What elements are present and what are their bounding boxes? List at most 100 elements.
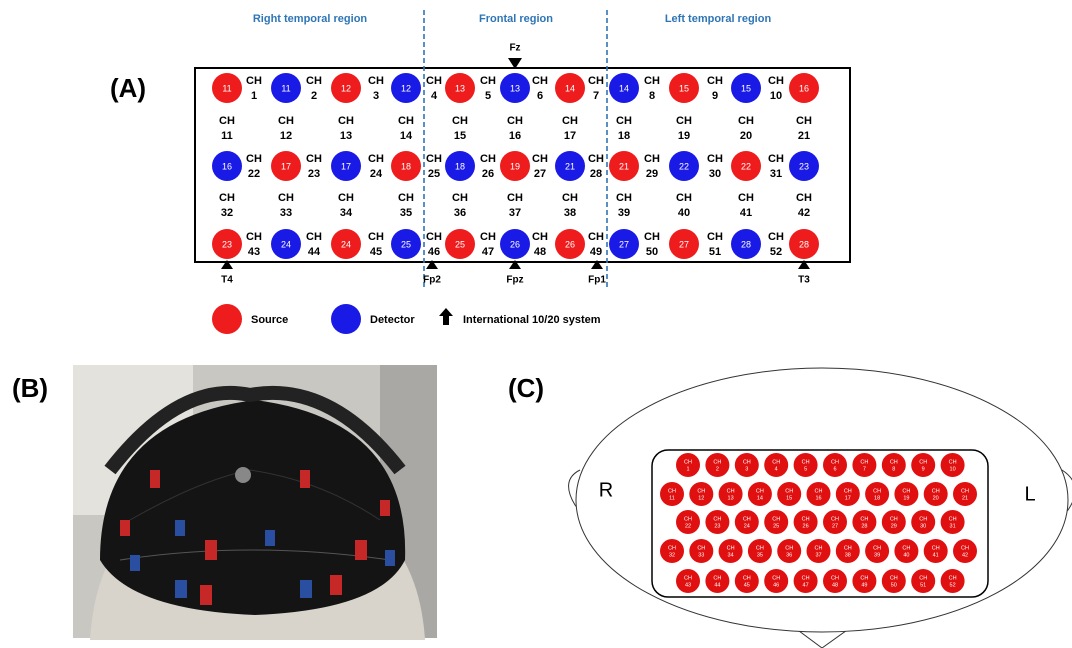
- channel-prefix: CH: [743, 516, 751, 522]
- legend-arrow: [439, 308, 453, 325]
- channel-number: 51: [920, 582, 926, 588]
- side-label: R: [599, 479, 613, 501]
- channel-number: 15: [454, 130, 466, 142]
- optode-number: 26: [565, 239, 575, 249]
- channel-prefix: CH: [246, 231, 262, 243]
- channel-number: 48: [832, 582, 838, 588]
- channel-number: 28: [861, 523, 867, 529]
- optode-number: 14: [619, 83, 629, 93]
- channel-prefix: CH: [562, 192, 578, 204]
- channel-number: 11: [221, 130, 233, 142]
- channel-prefix: CH: [860, 516, 868, 522]
- channel-prefix: CH: [480, 75, 496, 87]
- channel-prefix: CH: [668, 545, 676, 551]
- channel-number: 41: [740, 207, 752, 219]
- channel-prefix: CH: [890, 516, 898, 522]
- channel-prefix: CH: [644, 231, 660, 243]
- channel-prefix: CH: [831, 459, 839, 465]
- channel-number: 29: [646, 168, 658, 180]
- figure: (A) (B) (C) R L Right temporal re: [0, 0, 1072, 648]
- channel-number: 43: [685, 582, 691, 588]
- channel-number: 18: [874, 495, 880, 501]
- channel-number: 8: [649, 90, 655, 102]
- channel-number: 12: [280, 130, 292, 142]
- channel-prefix: CH: [644, 153, 660, 165]
- channel-prefix: CH: [426, 153, 442, 165]
- channel-number: 1: [686, 466, 689, 472]
- legend-label: International 10/20 system: [463, 314, 601, 326]
- channel-number: 38: [845, 552, 851, 558]
- channel-number: 29: [891, 523, 897, 529]
- channel-prefix: CH: [707, 153, 723, 165]
- channel-prefix: CH: [684, 516, 692, 522]
- channel-prefix: CH: [219, 192, 235, 204]
- channel-prefix: CH: [738, 115, 754, 127]
- channel-number: 3: [745, 466, 748, 472]
- channel-prefix: CH: [902, 488, 910, 494]
- channel-prefix: CH: [738, 192, 754, 204]
- optode-number: 12: [341, 83, 351, 93]
- legend-label: Detector: [370, 314, 415, 326]
- channel-number: 37: [509, 207, 521, 219]
- channel-number: 12: [698, 495, 704, 501]
- side-label: L: [1024, 483, 1035, 505]
- optode-number: 13: [455, 83, 465, 93]
- channel-prefix: CH: [507, 115, 523, 127]
- landmark-label: Fz: [509, 43, 520, 54]
- channel-prefix: CH: [338, 115, 354, 127]
- channel-prefix: CH: [398, 192, 414, 204]
- channel-prefix: CH: [785, 488, 793, 494]
- channel-number: 27: [534, 168, 546, 180]
- channel-number: 17: [564, 130, 576, 142]
- optode-number: 16: [222, 161, 232, 171]
- optode-number: 12: [401, 83, 411, 93]
- channel-number: 47: [803, 582, 809, 588]
- channel-number: 28: [590, 168, 602, 180]
- channel-number: 21: [962, 495, 968, 501]
- photo: [73, 365, 437, 640]
- channel-number: 21: [798, 130, 810, 142]
- channel-prefix: CH: [919, 516, 927, 522]
- optode-number: 18: [455, 161, 465, 171]
- channel-prefix: CH: [949, 459, 957, 465]
- landmark-label: T4: [221, 275, 233, 286]
- legend-swatch: [212, 304, 242, 334]
- channel-prefix: CH: [480, 153, 496, 165]
- region-label: Right temporal region: [253, 13, 368, 25]
- optode-number: 21: [619, 161, 629, 171]
- channel-prefix: CH: [616, 192, 632, 204]
- optode-number: 23: [222, 239, 232, 249]
- channel-prefix: CH: [278, 192, 294, 204]
- channel-prefix: CH: [697, 488, 705, 494]
- channel-prefix: CH: [902, 545, 910, 551]
- channel-number: 39: [874, 552, 880, 558]
- channel-number: 44: [308, 246, 321, 258]
- channel-prefix: CH: [860, 459, 868, 465]
- channel-number: 40: [678, 207, 690, 219]
- channel-prefix: CH: [713, 575, 721, 581]
- optode-number: 28: [741, 239, 751, 249]
- optode-number: 19: [510, 161, 520, 171]
- channel-prefix: CH: [616, 115, 632, 127]
- channel-number: 35: [757, 552, 763, 558]
- channel-number: 34: [728, 552, 734, 558]
- panel-label: (B): [12, 373, 48, 403]
- channel-prefix: CH: [919, 575, 927, 581]
- channel-number: 45: [370, 246, 382, 258]
- channel-number: 23: [308, 168, 320, 180]
- channel-number: 30: [709, 168, 721, 180]
- channel-number: 33: [280, 207, 292, 219]
- channel-prefix: CH: [219, 115, 235, 127]
- channel-number: 49: [861, 582, 867, 588]
- optode-number: 22: [679, 161, 689, 171]
- channel-prefix: CH: [844, 488, 852, 494]
- channel-prefix: CH: [932, 545, 940, 551]
- channel-prefix: CH: [452, 115, 468, 127]
- channel-number: 41: [933, 552, 939, 558]
- channel-prefix: CH: [890, 575, 898, 581]
- channel-prefix: CH: [831, 575, 839, 581]
- channel-number: 6: [537, 90, 543, 102]
- channel-prefix: CH: [644, 75, 660, 87]
- channel-number: 14: [757, 495, 763, 501]
- channel-prefix: CH: [890, 459, 898, 465]
